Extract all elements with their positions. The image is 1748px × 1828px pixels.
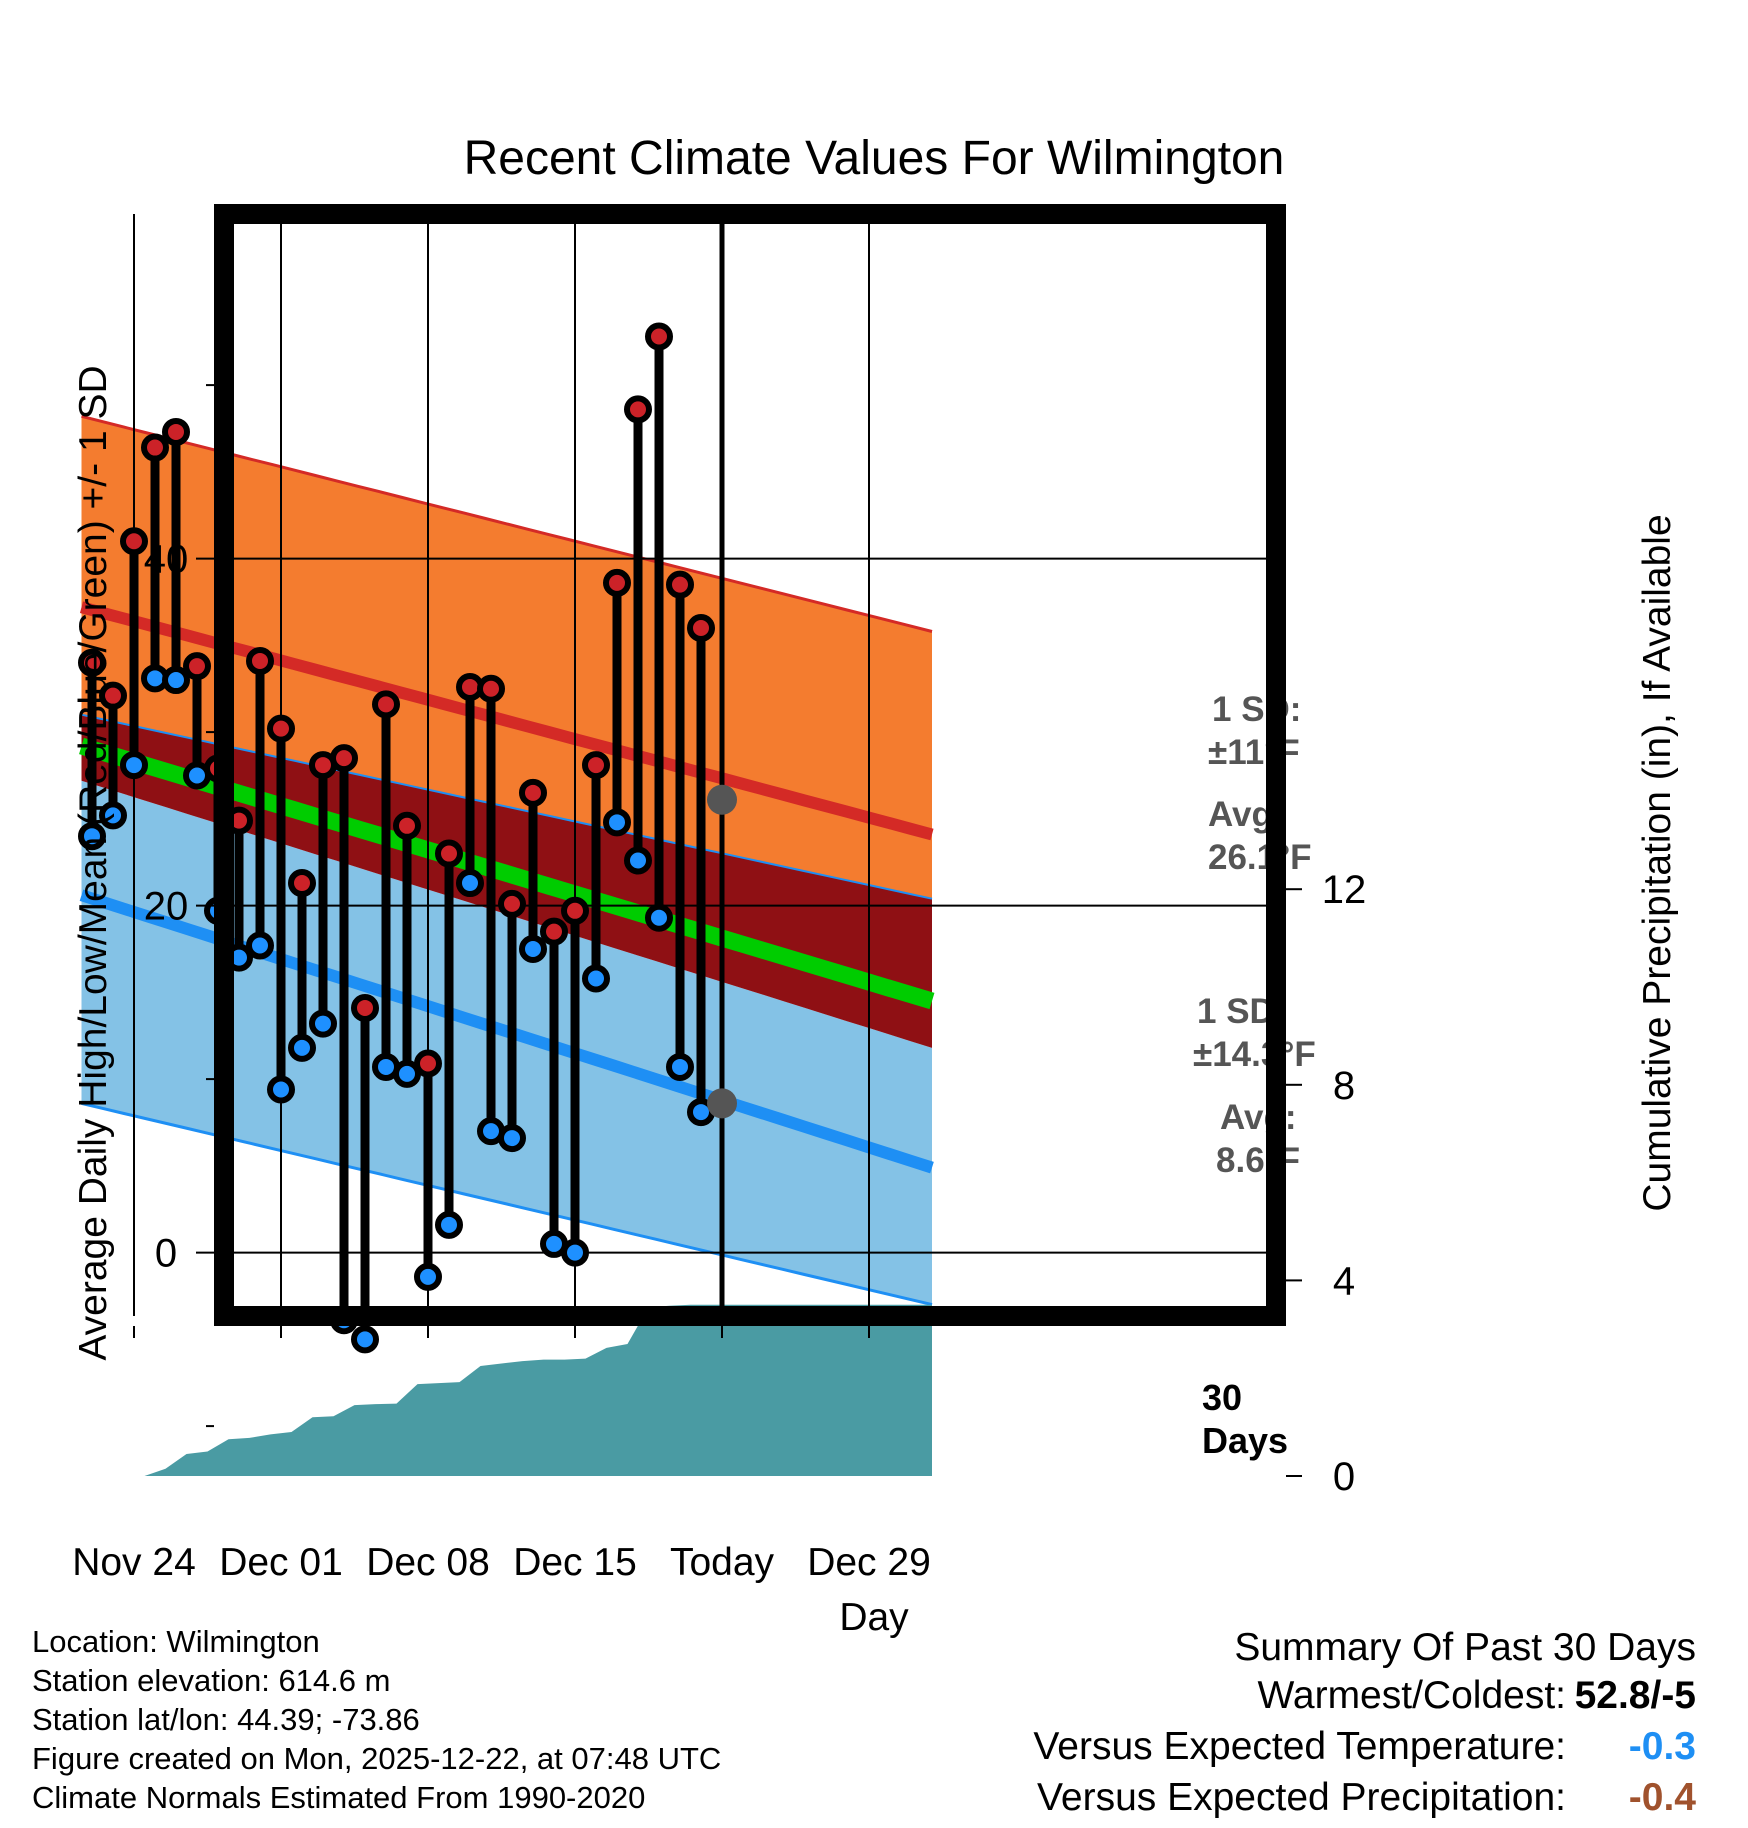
y2-tick-label: 12 bbox=[1322, 868, 1367, 912]
days-word-label: Days bbox=[1202, 1420, 1288, 1461]
daily-low-point bbox=[582, 964, 610, 993]
y2-tick-label: 8 bbox=[1333, 1064, 1355, 1108]
created-text: Figure created on Mon, 2025-12-22, at 07… bbox=[32, 1741, 722, 1776]
chart-title: Recent Climate Values For Wilmington bbox=[464, 132, 1285, 185]
summary-precip-row: Versus Expected Precipitation: -0.4 bbox=[936, 1776, 1696, 1827]
daily-low-point bbox=[498, 1124, 526, 1153]
daily-high-point bbox=[540, 917, 568, 946]
daily-high-point bbox=[582, 751, 610, 780]
summary-panel: Summary Of Past 30 Days Warmest/Coldest:… bbox=[936, 1622, 1696, 1827]
daily-high-point bbox=[414, 1049, 442, 1078]
daily-low-point bbox=[624, 846, 652, 875]
high-avg-value: 26.1°F bbox=[1208, 838, 1312, 877]
daily-low-point bbox=[456, 869, 484, 898]
x-tick-label: Dec 08 bbox=[366, 1541, 490, 1584]
daily-low-point bbox=[561, 1238, 589, 1267]
plot-frame bbox=[214, 204, 1286, 1326]
daily-high-point bbox=[288, 869, 316, 898]
x-tick-label: Today bbox=[670, 1541, 775, 1584]
daily-high-point bbox=[498, 889, 526, 918]
daily-low-point bbox=[666, 1052, 694, 1081]
daily-high-point bbox=[687, 614, 715, 642]
summary-title: Summary Of Past 30 Days bbox=[1234, 1626, 1696, 1669]
daily-high-point bbox=[624, 395, 652, 424]
daily-high-point bbox=[78, 648, 106, 677]
days-count-label: 30 bbox=[1202, 1377, 1242, 1418]
daily-low-point bbox=[519, 934, 547, 963]
daily-low-point bbox=[246, 931, 274, 960]
daily-high-point bbox=[372, 690, 400, 719]
low-avg-value: 8.6°F bbox=[1216, 1141, 1300, 1180]
normals-text: Climate Normals Estimated From 1990-2020 bbox=[32, 1780, 646, 1815]
daily-high-point bbox=[330, 744, 358, 773]
summary-temp-row: Versus Expected Temperature: -0.3 bbox=[936, 1725, 1696, 1776]
daily-high-point bbox=[435, 839, 463, 868]
x-axis-label: Day bbox=[839, 1596, 909, 1639]
daily-low-point bbox=[288, 1033, 316, 1062]
y2-tick-label: 4 bbox=[1333, 1259, 1355, 1303]
daily-high-point bbox=[519, 778, 547, 807]
y-axis-label: Average Daily High/Low/Mean (Red/Blue/Gr… bbox=[72, 365, 115, 1360]
daily-low-point bbox=[393, 1059, 421, 1088]
daily-low-point bbox=[162, 666, 190, 695]
high-sd-label: 1 SD: bbox=[1212, 690, 1301, 729]
daily-low-point bbox=[351, 1325, 379, 1354]
location-text: Location: Wilmington bbox=[32, 1624, 320, 1659]
daily-high-point bbox=[393, 811, 421, 840]
daily-high-point bbox=[183, 652, 211, 681]
daily-low-point bbox=[645, 903, 673, 932]
temp-departure-label: Versus Expected Temperature: bbox=[1033, 1725, 1566, 1768]
precip-departure-label: Versus Expected Precipitation: bbox=[1037, 1776, 1566, 1819]
x-tick-label: Dec 29 bbox=[807, 1541, 931, 1584]
y2-axis-label: Cumulative Precipitation (in), If Availa… bbox=[1636, 514, 1679, 1211]
station-info: Location: Wilmington Station elevation: … bbox=[32, 1622, 721, 1817]
daily-high-point bbox=[246, 646, 274, 675]
x-tick-label: Nov 24 bbox=[72, 1541, 196, 1584]
daily-low-point bbox=[414, 1262, 442, 1291]
daily-low-point bbox=[435, 1210, 463, 1239]
daily-low-point bbox=[99, 801, 127, 830]
daily-low-point bbox=[78, 822, 106, 851]
warmest-label: Warmest/Coldest: bbox=[1257, 1674, 1566, 1717]
y2-tick-label: 0 bbox=[1333, 1455, 1355, 1499]
daily-high-point bbox=[141, 433, 169, 462]
low-sd-band bbox=[81, 780, 932, 1305]
daily-high-point bbox=[267, 714, 295, 743]
y-tick-label: 20 bbox=[144, 885, 189, 929]
daily-low-point bbox=[120, 751, 148, 780]
today-low-avg-marker bbox=[707, 1088, 737, 1119]
latlon-text: Station lat/lon: 44.39; -73.86 bbox=[32, 1702, 420, 1737]
daily-high-point bbox=[645, 322, 673, 351]
precip-departure-value: -0.4 bbox=[1628, 1776, 1696, 1819]
daily-high-point bbox=[99, 681, 127, 710]
warmest-value: 52.8/-5 bbox=[1574, 1674, 1696, 1717]
temp-departure-value: -0.3 bbox=[1628, 1725, 1696, 1768]
y-tick-label: 40 bbox=[144, 538, 189, 582]
daily-high-point bbox=[603, 568, 631, 597]
y-tick-label: 0 bbox=[155, 1232, 177, 1276]
cumulative-precip-area bbox=[81, 1304, 932, 1476]
today-high-avg-marker bbox=[707, 784, 737, 815]
daily-high-point bbox=[162, 417, 190, 446]
daily-high-point bbox=[666, 570, 694, 599]
x-tick-label: Dec 15 bbox=[513, 1541, 637, 1584]
low-sd-value: ±14.3°F bbox=[1193, 1035, 1316, 1074]
daily-high-point bbox=[351, 993, 379, 1022]
daily-high-point bbox=[561, 896, 589, 925]
daily-low-point bbox=[309, 1009, 337, 1038]
daily-low-point bbox=[267, 1075, 295, 1104]
daily-low-point bbox=[603, 808, 631, 837]
x-tick-label: Dec 01 bbox=[219, 1541, 343, 1584]
summary-warmest-row: Warmest/Coldest: 52.8/-5 bbox=[936, 1674, 1696, 1725]
elevation-text: Station elevation: 614.6 m bbox=[32, 1663, 391, 1698]
daily-high-point bbox=[477, 674, 505, 703]
daily-high-point bbox=[120, 527, 148, 556]
